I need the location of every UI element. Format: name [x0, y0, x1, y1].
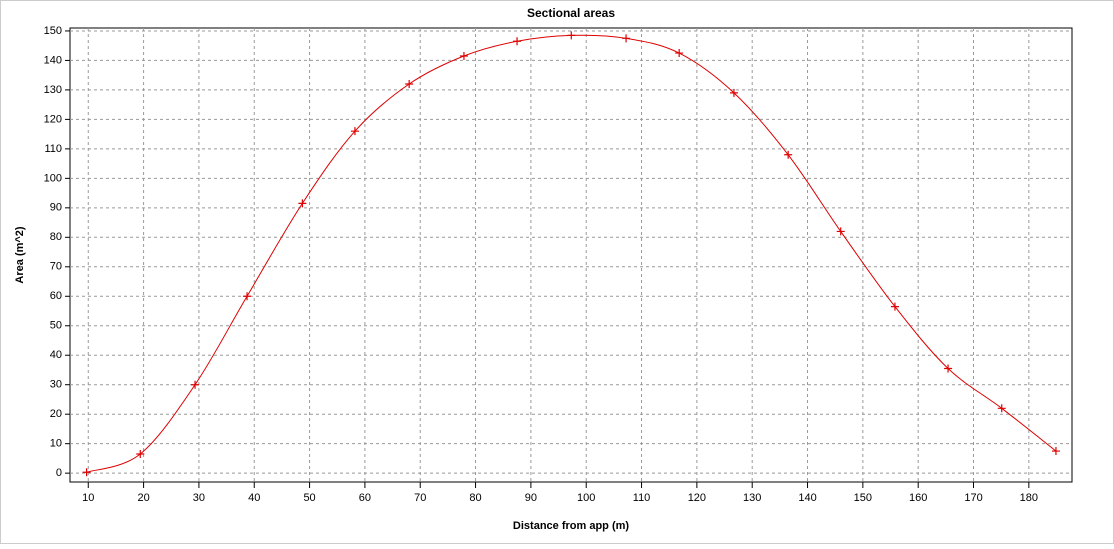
x-tick-label: 90 — [525, 492, 537, 504]
y-tick-label: 70 — [50, 261, 62, 273]
marker — [82, 468, 91, 477]
x-tick-label: 100 — [577, 492, 595, 504]
marker — [136, 449, 145, 458]
y-tick-label: 60 — [50, 290, 62, 302]
marker — [405, 80, 414, 89]
y-axis-label: Area (m^2) — [14, 226, 26, 284]
marker — [890, 302, 899, 311]
x-tick-label: 20 — [137, 492, 149, 504]
y-tick-label: 120 — [44, 113, 62, 125]
marker — [459, 52, 468, 61]
marker — [350, 127, 359, 136]
y-tick-label: 90 — [50, 202, 62, 214]
y-tick-label: 110 — [44, 143, 62, 155]
x-tick-label: 10 — [82, 492, 94, 504]
marker — [836, 227, 845, 236]
chart-title: Sectional areas — [527, 6, 615, 20]
marker — [784, 150, 793, 159]
y-tick-label: 40 — [50, 349, 62, 361]
marker — [191, 380, 200, 389]
y-tick-label: 130 — [44, 84, 62, 96]
x-tick-label: 70 — [414, 492, 426, 504]
y-tick-label: 150 — [44, 25, 62, 37]
x-tick-label: 170 — [964, 492, 982, 504]
x-tick-label: 30 — [193, 492, 205, 504]
marker — [675, 49, 684, 58]
marker — [622, 34, 631, 43]
y-tick-label: 20 — [50, 408, 62, 420]
marker — [729, 88, 738, 97]
x-tick-label: 80 — [469, 492, 481, 504]
x-tick-label: 180 — [1020, 492, 1038, 504]
x-tick-label: 40 — [248, 492, 260, 504]
marker — [997, 404, 1006, 413]
x-tick-label: 120 — [688, 492, 706, 504]
x-tick-label: 150 — [854, 492, 872, 504]
x-tick-label: 130 — [743, 492, 761, 504]
marker — [298, 199, 307, 208]
x-tick-label: 140 — [798, 492, 816, 504]
marker — [1051, 447, 1060, 456]
y-tick-label: 80 — [50, 231, 62, 243]
x-tick-label: 60 — [359, 492, 371, 504]
marker — [243, 292, 252, 301]
x-axis-label: Distance from app (m) — [513, 520, 629, 532]
y-tick-label: 100 — [44, 172, 62, 184]
x-tick-label: 50 — [303, 492, 315, 504]
y-tick-label: 10 — [50, 438, 62, 450]
x-tick-label: 110 — [633, 492, 651, 504]
y-tick-label: 0 — [56, 467, 62, 479]
marker — [944, 364, 953, 373]
marker — [513, 37, 522, 46]
plot-area — [69, 27, 1073, 483]
y-tick-label: 140 — [44, 54, 62, 66]
x-tick-label: 160 — [909, 492, 927, 504]
y-tick-label: 50 — [50, 320, 62, 332]
marker — [567, 31, 576, 40]
y-tick-label: 30 — [50, 379, 62, 391]
